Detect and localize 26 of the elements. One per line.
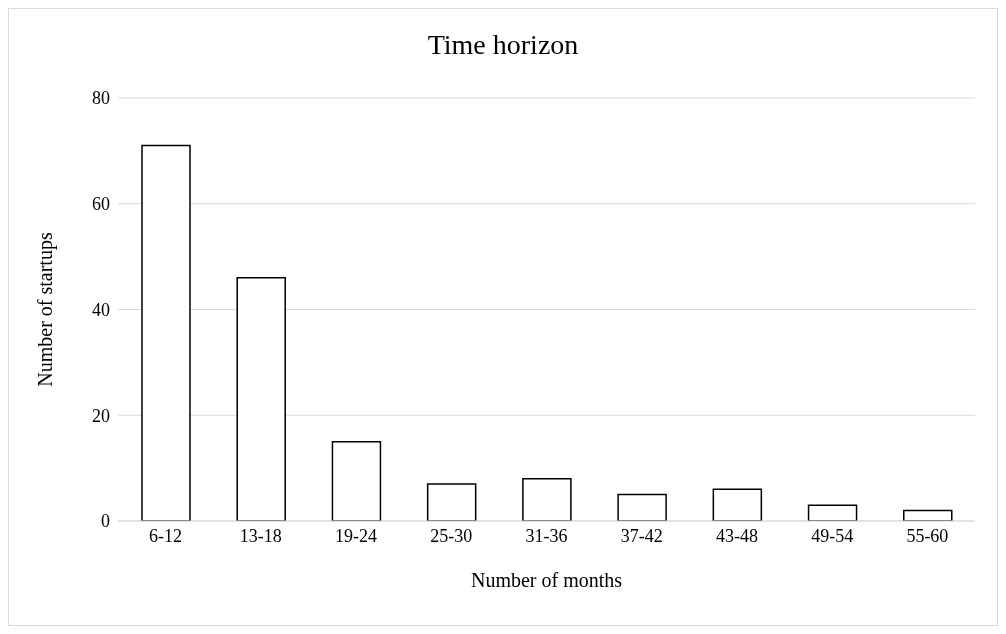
x-tick-label: 31-36	[525, 525, 568, 546]
x-tick-label: 6-12	[149, 525, 183, 546]
y-tick-label: 40	[92, 299, 110, 320]
x-tick-label: 13-18	[239, 525, 282, 546]
x-tick-label: 19-24	[335, 525, 378, 546]
x-tick-label: 55-60	[906, 525, 949, 546]
bar	[807, 504, 858, 521]
bar	[426, 483, 477, 521]
x-tick-label: 25-30	[430, 525, 473, 546]
bar	[712, 488, 763, 521]
y-tick-label: 0	[101, 511, 110, 532]
bar	[903, 509, 953, 521]
y-axis-title: Number of startups	[34, 232, 58, 387]
x-tick-label: 49-54	[811, 525, 854, 546]
bar	[141, 144, 191, 521]
bar	[522, 477, 572, 521]
y-tick-label: 80	[92, 88, 110, 109]
bar	[331, 440, 382, 521]
x-tick-label: 37-42	[620, 525, 663, 546]
y-tick-label: 20	[92, 405, 110, 426]
y-tick-label: 60	[92, 194, 110, 215]
chart-title: Time horizon	[426, 29, 580, 61]
x-axis-title: Number of months	[470, 569, 623, 591]
bar	[236, 277, 286, 521]
bar	[617, 493, 667, 521]
x-tick-label: 43-48	[715, 525, 758, 546]
